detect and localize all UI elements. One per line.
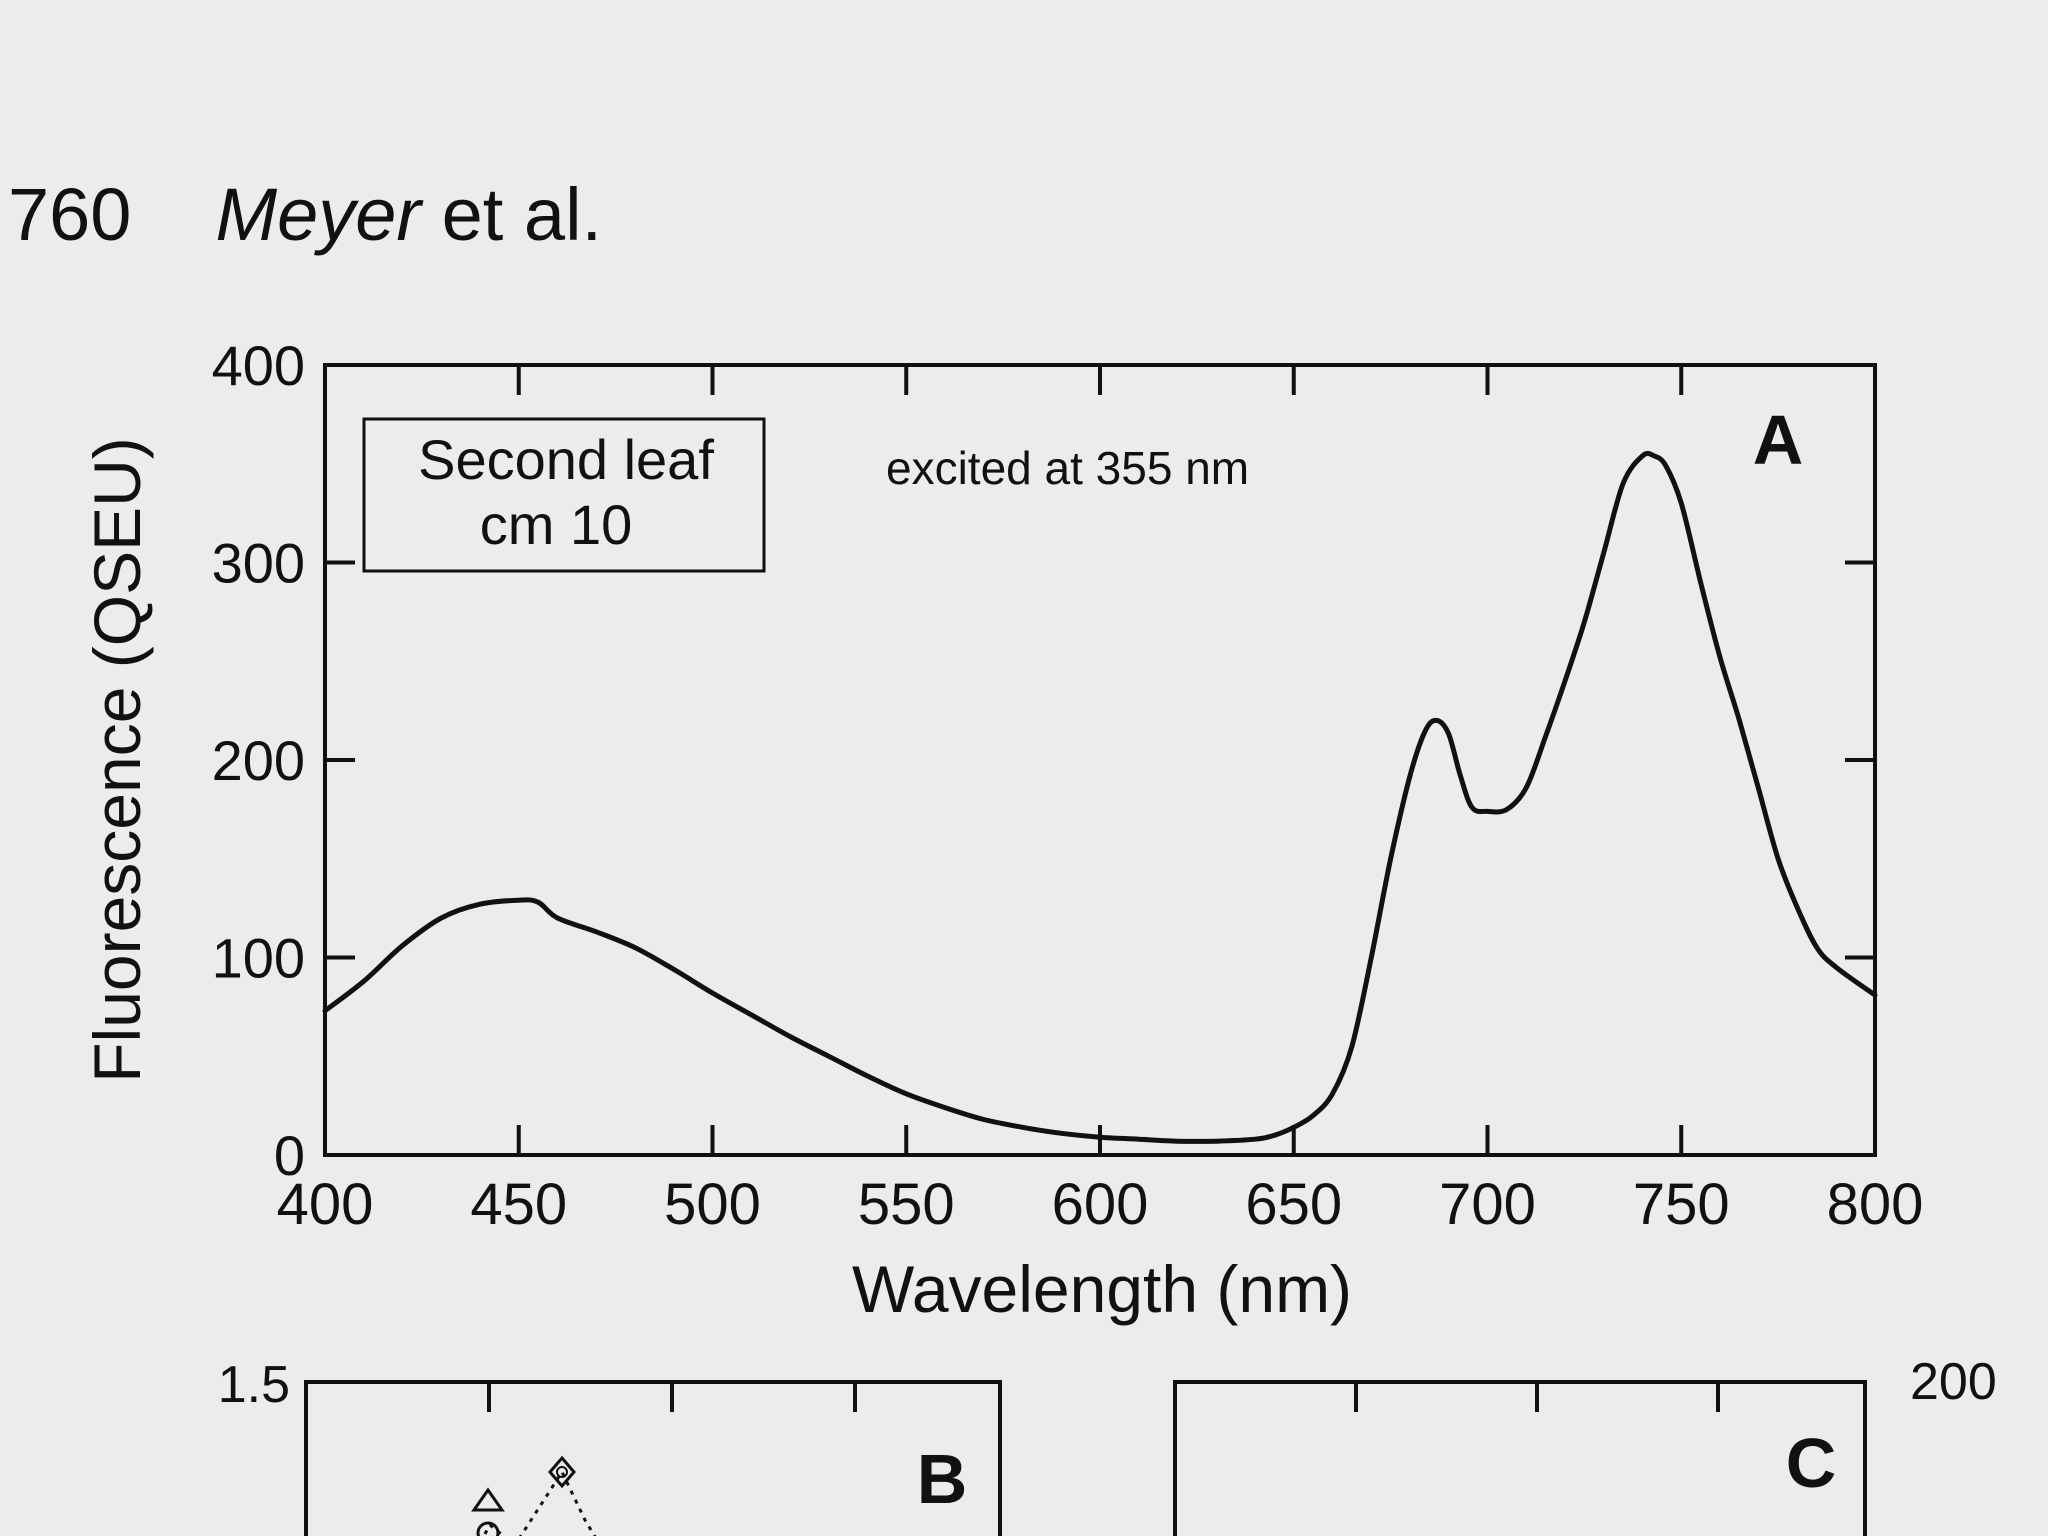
x-axis-label: Wavelength (nm) — [852, 1252, 1352, 1326]
page-header: 760 Meyer et al. — [8, 178, 602, 252]
plot-frame-b — [304, 1380, 1002, 1536]
y-tick-label: 100 — [212, 927, 305, 990]
author-name: Meyer — [215, 173, 422, 256]
x-tick-label: 450 — [470, 1172, 567, 1237]
panel-label-c: C — [1786, 1424, 1837, 1502]
tick-labels: 400 450 500 550 600 650 700 750 800 0 100 200 300 400 — [212, 334, 1924, 1237]
x-tick-label: 550 — [858, 1172, 955, 1237]
plot-frame-c — [1173, 1380, 1867, 1536]
page-number: 760 — [8, 173, 132, 256]
y-top-tick-label-b: 1.5 — [218, 1356, 290, 1414]
author-suffix: et al. — [421, 173, 603, 256]
x-tick-label: 650 — [1245, 1172, 1342, 1237]
tick-marks — [325, 365, 1875, 1155]
x-tick-label: 600 — [1052, 1172, 1149, 1237]
y-top-tick-label-c: 200 — [1910, 1353, 1997, 1411]
y-tick-label: 200 — [212, 729, 305, 792]
legend-box — [362, 417, 766, 573]
y-tick-label: 300 — [212, 532, 305, 595]
panel-label-b: B — [917, 1440, 968, 1518]
triangle-marker — [471, 1487, 505, 1512]
x-tick-label: 400 — [277, 1172, 374, 1237]
legend-line-1: Second leaf — [418, 428, 714, 491]
legend-line-2: cm 10 — [480, 493, 633, 556]
annotation: excited at 355 nm — [886, 442, 1249, 494]
circle-marker — [476, 1521, 500, 1536]
y-tick-label: 400 — [212, 334, 305, 397]
y-tick-label: 0 — [274, 1124, 305, 1187]
panel-label-a: A — [1753, 401, 1804, 479]
chart-b: 1.5 B — [218, 1356, 1002, 1536]
x-tick-label: 750 — [1633, 1172, 1730, 1237]
x-tick-label: 500 — [664, 1172, 761, 1237]
chart-c: C 200 — [1173, 1353, 1997, 1536]
diamond-marker — [548, 1455, 576, 1489]
fluorescence-series-line — [322, 450, 1878, 1144]
x-tick-label: 700 — [1439, 1172, 1536, 1237]
chart-a: 400 450 500 550 600 650 700 750 8000100200300400… — [80, 334, 1923, 1326]
circle-marker — [556, 1466, 568, 1478]
x-tick-label: 800 — [1827, 1172, 1924, 1237]
dotted-series-b — [481, 1468, 597, 1536]
y-axis-label: Fluorescence (QSEU) — [80, 437, 154, 1083]
